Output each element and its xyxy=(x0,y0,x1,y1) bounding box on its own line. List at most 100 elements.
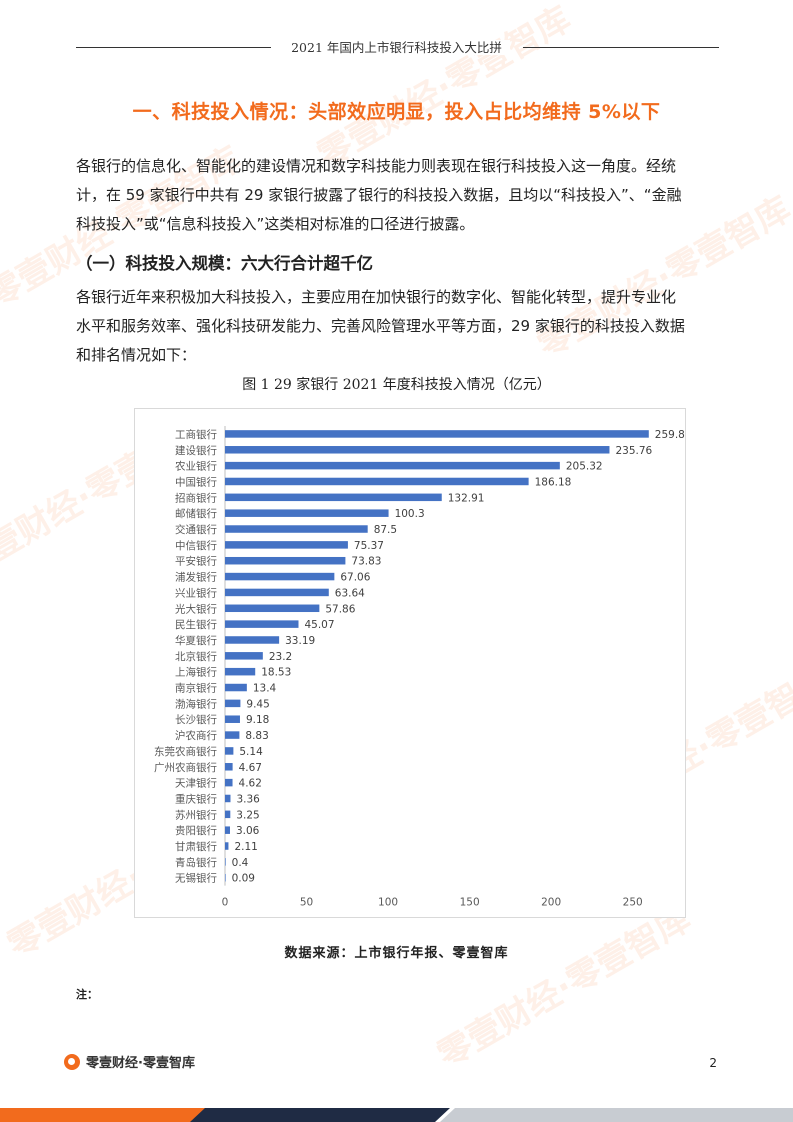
bar xyxy=(225,715,240,723)
value-label: 57.86 xyxy=(325,603,355,615)
bar xyxy=(225,667,256,676)
footer-brand-text: 零壹财经·零壹智库 xyxy=(86,1056,195,1071)
category-label: 东莞农商银行 xyxy=(154,745,217,758)
category-label: 华夏银行 xyxy=(175,634,217,647)
bar xyxy=(225,763,233,771)
footer-bar-orange xyxy=(0,1108,210,1122)
category-label: 中国银行 xyxy=(175,475,217,488)
bar xyxy=(225,731,240,739)
x-tick-label: 100 xyxy=(378,897,398,909)
bar xyxy=(225,778,233,787)
category-label: 浦发银行 xyxy=(175,571,217,584)
x-tick-label: 250 xyxy=(623,897,643,909)
bar xyxy=(225,525,368,533)
value-label: 67.06 xyxy=(340,572,370,584)
watermark: 零壹财经·零壹智库 xyxy=(430,898,698,1077)
value-label: 75.37 xyxy=(354,540,384,552)
value-label: 18.53 xyxy=(261,667,291,679)
category-label: 建设银行 xyxy=(175,444,217,457)
paragraph-line: 各银行的信息化、智能化的建设情况和数字科技能力则表现在银行科技投入这一角度。经统 xyxy=(76,157,677,175)
category-label: 天津银行 xyxy=(175,777,217,790)
watermark: 零壹财经·零壹智库 xyxy=(310,0,578,177)
category-label: 重庆银行 xyxy=(175,792,217,805)
bar xyxy=(225,620,299,628)
bar xyxy=(225,794,231,803)
footer-color-bar xyxy=(0,1108,793,1122)
x-tick-label: 150 xyxy=(460,897,480,909)
value-label: 63.64 xyxy=(335,587,365,599)
value-label: 4.67 xyxy=(239,762,262,774)
category-label: 北京银行 xyxy=(175,650,217,663)
paragraph-line: 科技投入”或“信息科技投入”这类相对标准的口径进行披露。 xyxy=(76,215,475,233)
value-label: 23.2 xyxy=(269,651,292,663)
value-label: 73.83 xyxy=(351,556,381,568)
bar xyxy=(225,810,231,819)
value-label: 4.62 xyxy=(239,778,262,790)
bar xyxy=(225,873,226,882)
bar xyxy=(225,699,241,708)
category-label: 上海银行 xyxy=(175,666,217,679)
category-label: 长沙银行 xyxy=(175,713,217,726)
x-tick-label: 200 xyxy=(541,897,561,909)
header-rule-left xyxy=(76,47,271,48)
value-label: 0.4 xyxy=(232,857,249,869)
category-label: 民生银行 xyxy=(175,618,217,631)
category-label: 南京银行 xyxy=(175,682,217,695)
bar xyxy=(225,541,348,549)
header-title-text: 2021 年国内上市银行科技投入大比拼 xyxy=(283,40,510,55)
value-label: 235.76 xyxy=(615,445,652,457)
value-label: 100.3 xyxy=(395,508,425,520)
value-label: 13.4 xyxy=(253,683,277,695)
note-label: 注： xyxy=(76,988,98,1001)
category-label: 沪农商行 xyxy=(175,729,217,742)
footer-bar-grey xyxy=(440,1108,793,1122)
value-label: 205.32 xyxy=(566,461,603,473)
category-label: 青岛银行 xyxy=(175,856,217,869)
page-number: 2 xyxy=(709,1056,717,1070)
header-rule-right xyxy=(523,47,719,48)
x-tick-label: 50 xyxy=(300,897,313,909)
category-label: 无锡银行 xyxy=(175,872,217,885)
category-label: 交通银行 xyxy=(175,523,217,536)
bar xyxy=(225,747,234,755)
bar xyxy=(225,588,329,597)
bar xyxy=(225,556,346,565)
category-label: 农业银行 xyxy=(175,460,217,473)
paragraph-line: 各银行近年来积极加大科技投入，主要应用在加快银行的数字化、智能化转型，提升专业化 xyxy=(76,288,677,306)
bar xyxy=(225,509,389,517)
bar xyxy=(225,430,649,438)
category-label: 招商银行 xyxy=(175,491,217,504)
figure-caption: 图 1 29 家银行 2021 年度科技投入情况（亿元） xyxy=(242,377,551,393)
category-label: 贵阳银行 xyxy=(175,824,217,837)
bar xyxy=(225,446,610,454)
value-label: 87.5 xyxy=(374,524,397,536)
category-label: 光大银行 xyxy=(175,602,217,615)
category-label: 苏州银行 xyxy=(175,808,217,821)
subheading: （一）科技投入规模：六大行合计超千亿 xyxy=(76,254,373,273)
paragraph-usage: 各银行近年来积极加大科技投入，主要应用在加快银行的数字化、智能化转型，提升专业化… xyxy=(76,283,718,370)
paragraph-intro: 各银行的信息化、智能化的建设情况和数字科技能力则表现在银行科技投入这一角度。经统… xyxy=(76,152,718,239)
value-label: 8.83 xyxy=(245,730,268,742)
value-label: 3.06 xyxy=(236,825,260,837)
category-label: 甘肃银行 xyxy=(175,840,217,853)
footer-brand: 零壹财经·零壹智库 xyxy=(64,1052,195,1071)
brand-logo-icon xyxy=(64,1053,80,1070)
value-label: 9.18 xyxy=(246,714,269,726)
bar xyxy=(225,826,230,834)
bar xyxy=(225,683,247,692)
bar-chart: 工商银行 259.87 建设银行 235.76 农业银行 205.32 中国银行 186.18… xyxy=(154,426,692,909)
category-label: 广州农商银行 xyxy=(154,761,217,774)
category-label: 平安银行 xyxy=(175,555,217,568)
value-label: 3.36 xyxy=(236,793,260,805)
category-label: 兴业银行 xyxy=(175,586,217,599)
value-label: 0.09 xyxy=(232,873,255,885)
value-label: 2.11 xyxy=(234,841,257,853)
paragraph-line: 和排名情况如下： xyxy=(76,346,197,364)
bar xyxy=(225,636,280,644)
bar xyxy=(225,493,442,502)
bar xyxy=(225,858,226,866)
bar xyxy=(225,461,560,470)
chart-frame: 工商银行 259.87 建设银行 235.76 农业银行 205.32 中国银行 186.18… xyxy=(134,408,692,918)
value-label: 259.87 xyxy=(655,429,685,441)
paragraph-line: 水平和服务效率、强化科技研发能力、完善风险管理水平等方面，29 家银行的科技投入… xyxy=(76,317,685,335)
